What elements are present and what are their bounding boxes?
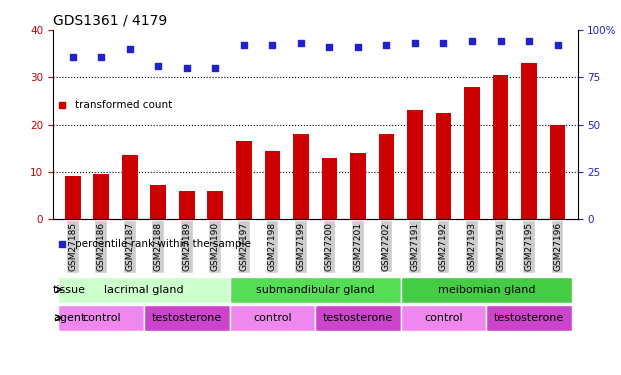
Text: percentile rank within the sample: percentile rank within the sample <box>75 239 250 249</box>
Bar <box>350 153 366 219</box>
Text: meibomian gland: meibomian gland <box>438 285 535 295</box>
Point <box>467 38 477 44</box>
Text: testosterone: testosterone <box>494 313 564 323</box>
Bar <box>550 124 565 219</box>
Point <box>125 46 135 52</box>
Text: testosterone: testosterone <box>152 313 222 323</box>
Point <box>381 42 391 48</box>
Text: transformed count: transformed count <box>75 100 172 110</box>
Bar <box>407 111 423 219</box>
Point <box>182 65 192 71</box>
Bar <box>322 158 337 219</box>
Bar <box>492 75 509 219</box>
Point <box>96 54 106 60</box>
Text: control: control <box>253 313 292 323</box>
Text: testosterone: testosterone <box>323 313 393 323</box>
Bar <box>521 63 537 219</box>
Text: lacrimal gland: lacrimal gland <box>104 285 184 295</box>
FancyBboxPatch shape <box>315 305 401 331</box>
Bar <box>65 176 81 219</box>
Point <box>438 40 448 46</box>
Point <box>68 54 78 60</box>
Point <box>153 63 163 69</box>
Text: GDS1361 / 4179: GDS1361 / 4179 <box>53 13 167 27</box>
Text: agent: agent <box>53 313 86 323</box>
Bar <box>150 185 166 219</box>
Point <box>239 42 249 48</box>
Bar <box>179 191 194 219</box>
Point <box>324 44 334 50</box>
Bar <box>207 191 223 219</box>
Point <box>211 65 220 71</box>
Point <box>410 40 420 46</box>
Bar <box>464 87 480 219</box>
Point <box>353 44 363 50</box>
Point <box>524 38 534 44</box>
FancyBboxPatch shape <box>230 277 401 303</box>
Point <box>553 42 563 48</box>
Bar <box>436 113 451 219</box>
FancyBboxPatch shape <box>58 305 144 331</box>
Bar <box>293 134 309 219</box>
Text: submandibular gland: submandibular gland <box>256 285 374 295</box>
Point <box>296 40 306 46</box>
Bar <box>265 151 280 219</box>
FancyBboxPatch shape <box>486 305 572 331</box>
Point <box>57 357 67 363</box>
Bar <box>379 134 394 219</box>
FancyBboxPatch shape <box>230 305 315 331</box>
FancyBboxPatch shape <box>401 305 486 331</box>
Bar <box>93 174 109 219</box>
FancyBboxPatch shape <box>58 277 230 303</box>
Bar <box>236 141 252 219</box>
Point <box>496 38 505 44</box>
Text: control: control <box>424 313 463 323</box>
FancyBboxPatch shape <box>144 305 230 331</box>
Point <box>57 341 67 347</box>
Bar <box>122 156 138 219</box>
FancyBboxPatch shape <box>401 277 572 303</box>
Point <box>268 42 278 48</box>
Text: tissue: tissue <box>53 285 86 295</box>
Text: control: control <box>82 313 120 323</box>
